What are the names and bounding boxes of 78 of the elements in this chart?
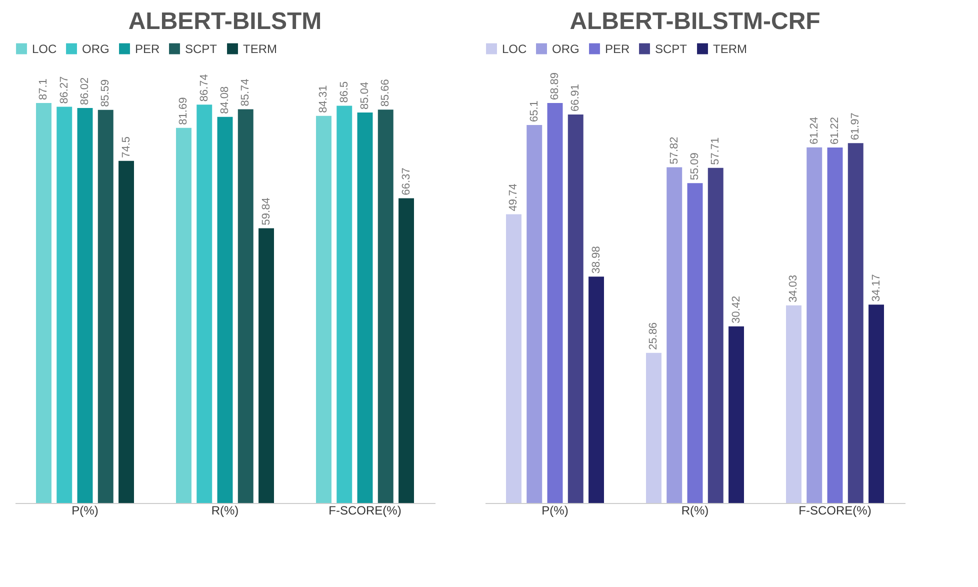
legend-label: ORG [552,42,580,56]
legend-label: PER [135,42,160,56]
data-label: 61.97 [850,112,862,140]
bar [848,143,864,503]
legend-label: LOC [502,42,528,56]
bar [238,109,254,503]
bar [316,116,332,503]
data-label: 86.74 [198,74,210,102]
bar [868,304,884,503]
data-label: 25.86 [648,322,660,350]
data-label: 66.37 [400,168,412,196]
bar [786,305,802,503]
data-label: 61.24 [808,116,820,144]
data-label: 85.74 [240,78,252,106]
data-label: 30.42 [730,296,742,324]
data-label: 74.5 [120,136,132,158]
data-label: 59.84 [260,198,272,226]
bar [568,114,584,503]
data-label: 86.5 [338,81,350,103]
bar [196,104,212,503]
x-tick-label: P(%) [542,504,568,518]
bar [526,125,542,503]
data-label: 85.04 [359,82,371,110]
bar [806,147,822,503]
bar [708,168,724,503]
bar [687,183,703,503]
chart-title: ALBERT-BILSTM-CRF [570,8,820,35]
data-label: 57.71 [710,137,722,165]
data-label: 66.91 [570,84,582,112]
chart-title: ALBERT-BILSTM [128,8,322,35]
data-label: 34.17 [870,274,882,302]
legend-label: TERM [243,42,277,56]
bar [258,228,274,503]
bar [378,110,394,503]
x-tick-label: F-SCORE(%) [328,504,402,518]
legend-label: ORG [82,42,110,56]
legend-label: LOC [32,42,58,56]
x-tick-label: R(%) [211,504,239,518]
data-label: 61.22 [829,117,841,145]
x-tick-label: P(%) [72,504,98,518]
data-label: 49.74 [508,184,520,212]
bar [827,148,843,503]
data-label: 85.66 [380,79,392,107]
bar [506,214,522,503]
bar [176,128,192,503]
data-label: 34.03 [788,274,800,302]
bar [646,352,662,503]
bar [728,326,744,503]
bar [588,276,604,503]
bar [336,106,352,503]
legend-label: TERM [713,42,747,56]
legend-label: PER [605,42,630,56]
data-label: 68.89 [549,72,561,100]
bar [547,103,563,503]
data-label: 84.08 [219,86,231,114]
data-label: 85.59 [100,79,112,107]
data-label: 86.27 [58,76,70,104]
x-tick-label: F-SCORE(%) [798,504,872,518]
data-label: 55.09 [689,152,701,180]
data-label: 57.82 [668,136,680,164]
bar [398,198,414,503]
data-label: 65.1 [528,100,540,122]
data-label: 84.31 [318,85,330,113]
bar [357,112,373,503]
x-tick-label: R(%) [681,504,709,518]
data-label: 86.02 [79,77,91,105]
legend-label: SCPT [655,42,688,56]
data-label: 81.69 [178,97,190,125]
data-label: 38.98 [590,246,602,274]
data-label: 87.1 [38,78,50,100]
bar [36,103,52,503]
legend-label: SCPT [185,42,218,56]
bar [217,116,233,503]
bar [56,106,72,503]
bar [77,108,93,503]
bar [118,160,134,503]
bar [98,110,114,503]
bar [666,167,682,503]
